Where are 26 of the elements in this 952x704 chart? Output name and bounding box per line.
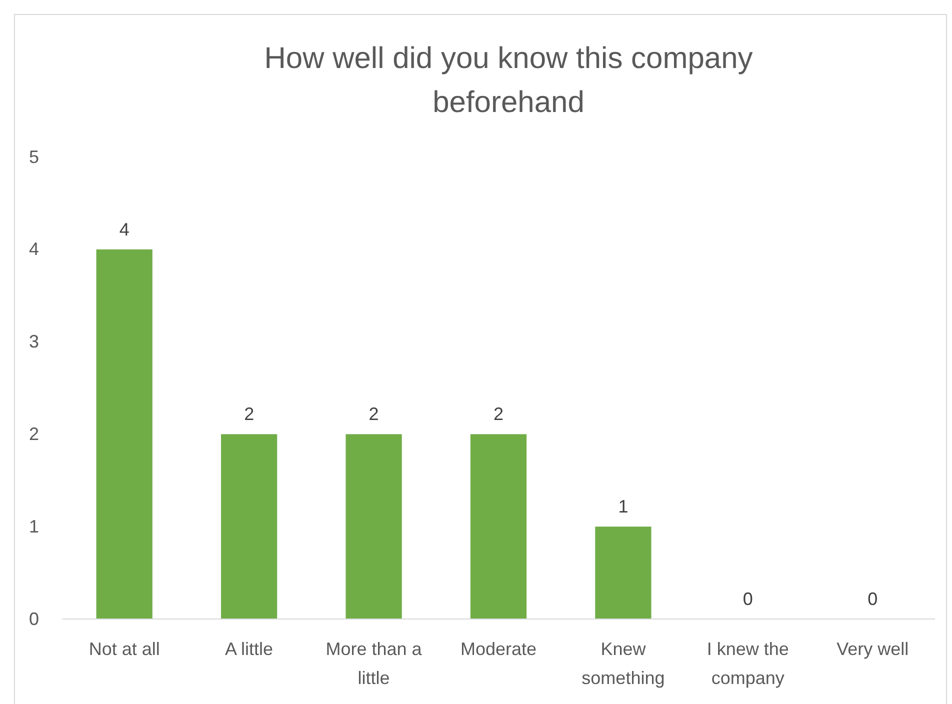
bar xyxy=(221,434,278,619)
y-tick-label: 1 xyxy=(28,516,39,536)
bar xyxy=(346,434,402,619)
bar xyxy=(470,434,527,619)
y-tick-label: 0 xyxy=(28,608,39,629)
data-label: 2 xyxy=(244,404,254,424)
x-tick-label: I knew the company xyxy=(706,639,789,688)
y-tick-label: 4 xyxy=(28,239,39,260)
x-tick-label: Not at all xyxy=(88,639,160,659)
y-tick-label: 2 xyxy=(28,424,39,444)
y-tick-label: 3 xyxy=(28,332,39,352)
bar xyxy=(595,526,652,619)
bar xyxy=(96,249,152,619)
data-label: 0 xyxy=(868,589,878,609)
data-label: 1 xyxy=(618,496,628,517)
x-tick-label: Knew something xyxy=(582,639,665,688)
x-tick-label: A little xyxy=(225,639,274,659)
chart-title: How well did you know this company beforehand xyxy=(264,42,753,119)
data-label: 2 xyxy=(493,404,504,424)
x-tick-label: Moderate xyxy=(460,639,537,659)
data-label: 4 xyxy=(119,219,130,240)
data-label: 2 xyxy=(368,404,379,424)
x-tick-label: Very well xyxy=(836,639,909,659)
x-tick-label: More than a little xyxy=(326,639,423,688)
data-label: 0 xyxy=(742,589,753,609)
y-tick-label: 5 xyxy=(28,146,39,167)
